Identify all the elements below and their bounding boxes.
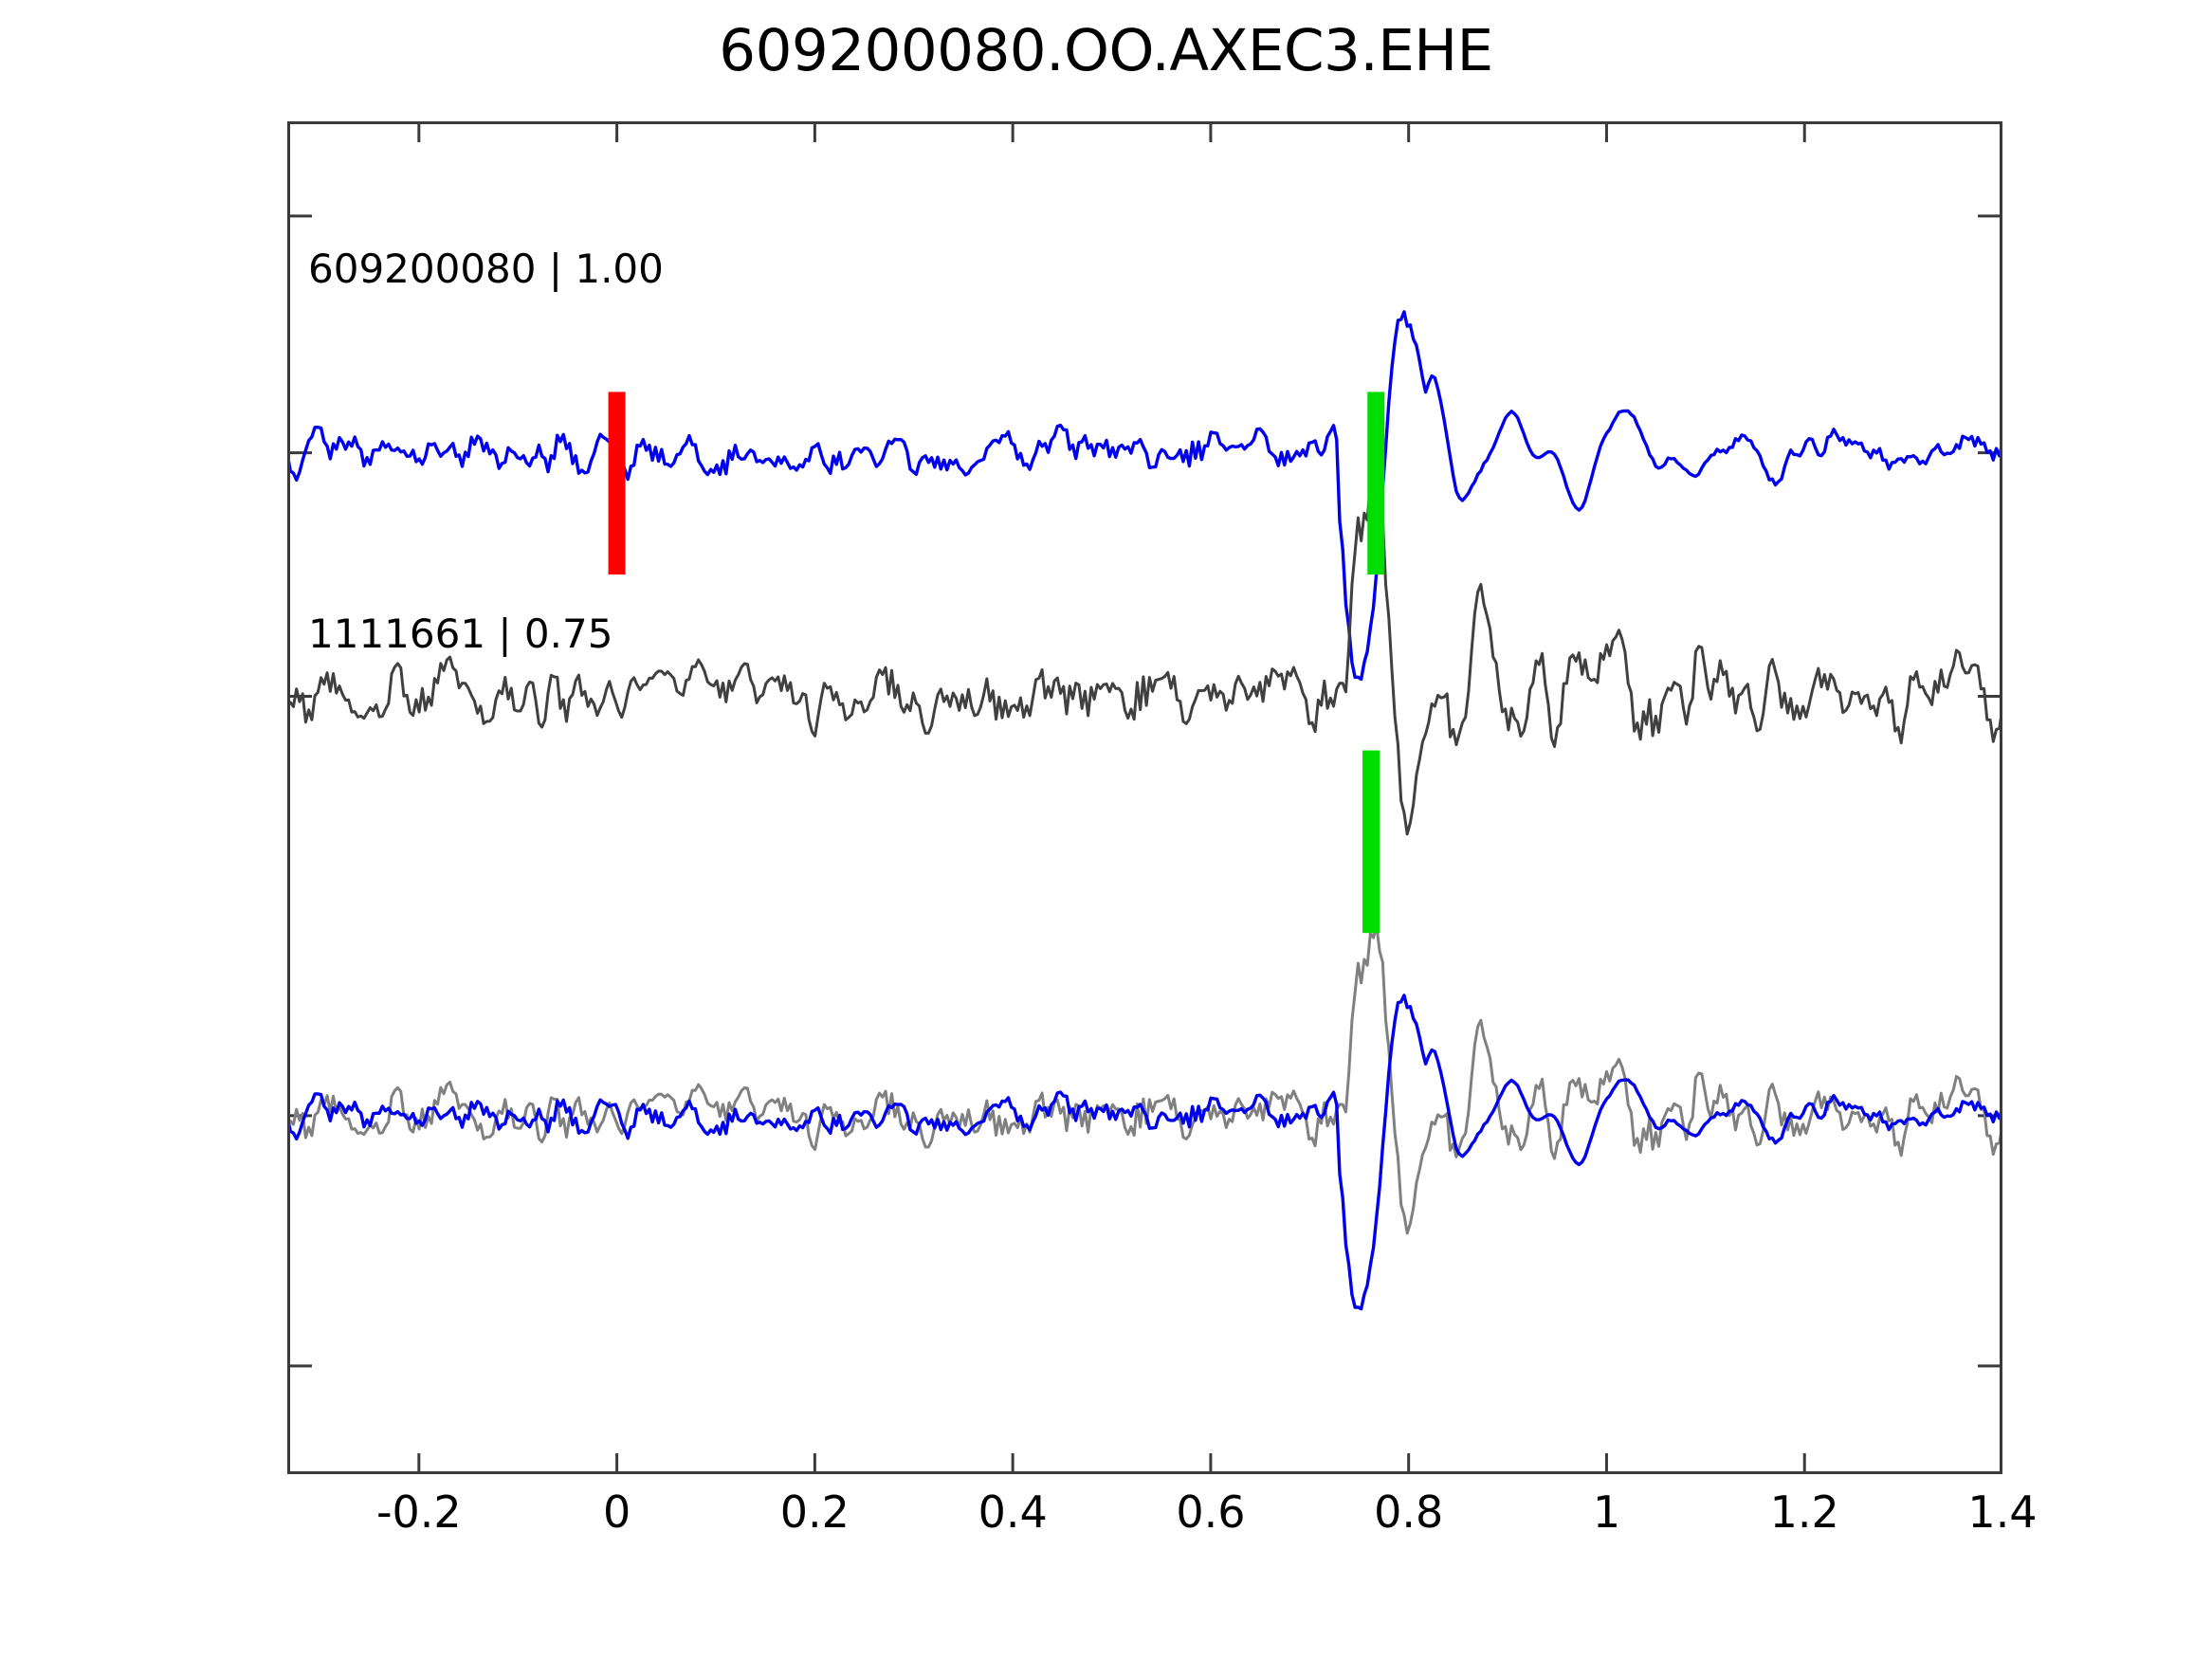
x-tick-label: 1.4 bbox=[1967, 1486, 2038, 1538]
detection-marker-green-middle bbox=[1362, 750, 1380, 934]
x-tick-label: 0.6 bbox=[1176, 1486, 1246, 1538]
page-title: 609200080.OO.AXEC3.EHE bbox=[719, 17, 1493, 84]
middle-panel-group bbox=[287, 471, 2002, 836]
trace-label-target: 609200080 | 1.00 bbox=[308, 246, 664, 292]
top-panel-group bbox=[287, 310, 2002, 682]
x-tick-label: 0.2 bbox=[779, 1486, 850, 1538]
pick-marker-red bbox=[608, 392, 626, 575]
x-tick-label: 1.2 bbox=[1769, 1486, 1839, 1538]
waveform-overlay-template-trace bbox=[287, 923, 2002, 1235]
waveform-target-trace bbox=[287, 310, 2002, 682]
x-tick-label: -0.2 bbox=[375, 1486, 462, 1538]
x-tick-label: 0.8 bbox=[1374, 1486, 1444, 1538]
x-axis-tick-labels: -0.2 0 0.2 0.4 0.6 0.8 1 1.2 1.4 bbox=[287, 1486, 2038, 1553]
bottom-overlay-group bbox=[287, 923, 2002, 1311]
waveform-template-trace bbox=[287, 471, 2002, 836]
waveform-canvas bbox=[287, 121, 2002, 1474]
detection-marker-green-top bbox=[1367, 392, 1385, 575]
x-tick-label: 0.4 bbox=[978, 1486, 1048, 1538]
trace-label-template: 1111661 | 0.75 bbox=[308, 611, 613, 657]
x-tick-label: 0 bbox=[602, 1486, 631, 1538]
x-tick-label: 1 bbox=[1592, 1486, 1621, 1538]
waveform-overlay-target-trace bbox=[287, 994, 2002, 1311]
plot-axes: 609200080 | 1.00 1111661 | 0.75 bbox=[287, 121, 2002, 1474]
